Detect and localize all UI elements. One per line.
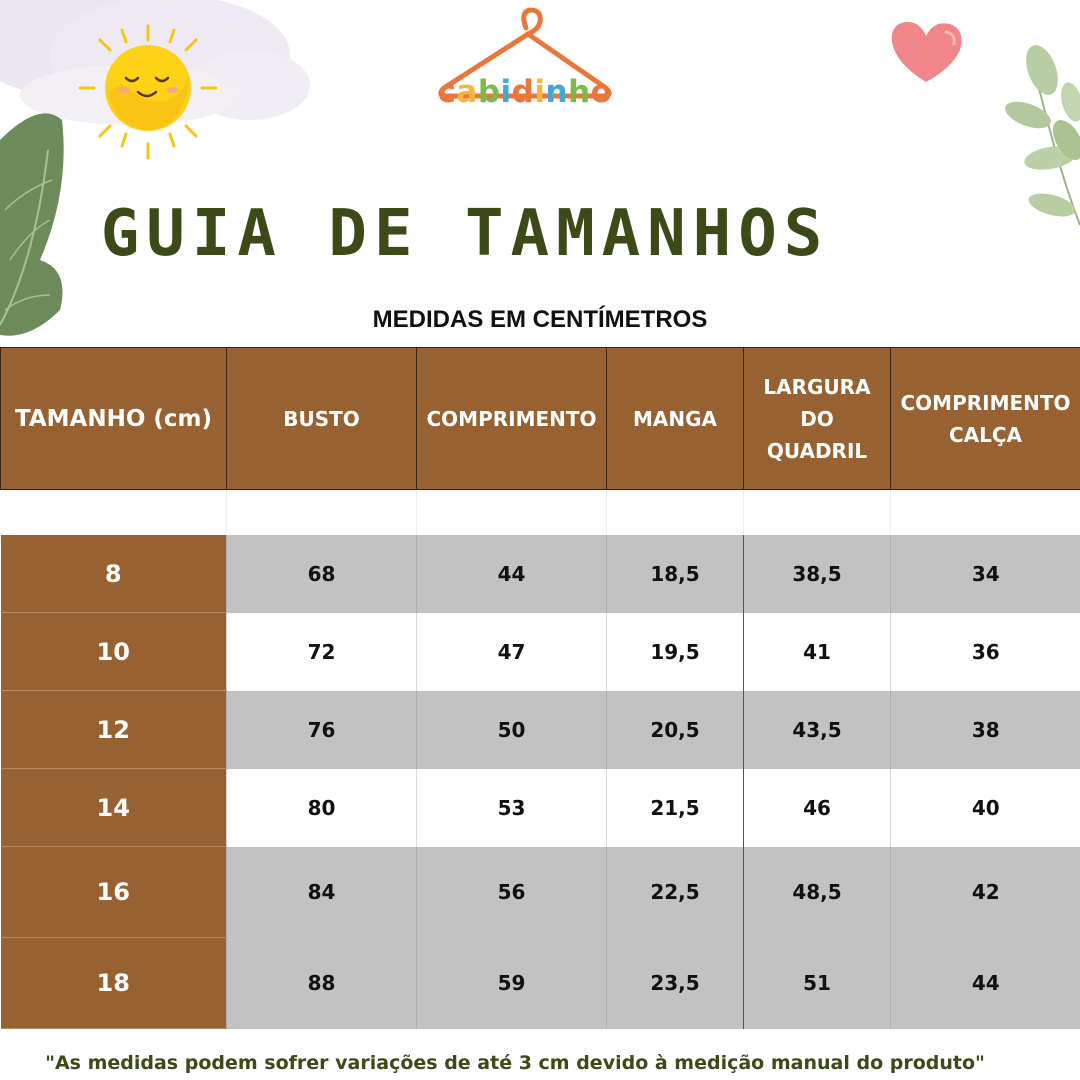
- table-row: 12 76 50 20,5 43,5 38: [0, 690, 1080, 769]
- sun-face-icon: [78, 24, 218, 160]
- table-row: 14 80 53 21,5 46 40: [0, 768, 1080, 847]
- measure-cell-busto: 68: [226, 534, 417, 613]
- measure-cell-calca: 38: [890, 690, 1080, 769]
- measure-cell-quadril: 38,5: [743, 534, 891, 613]
- size-cell: 8: [0, 534, 227, 613]
- measure-cell-comprimento: 47: [416, 612, 607, 691]
- brand-letter: d: [511, 74, 535, 110]
- measure-cell-quadril: 48,5: [743, 846, 891, 938]
- brand-letter: c: [437, 74, 457, 110]
- column-header-quadril: LARGURA DO QUADRIL: [743, 347, 891, 490]
- column-header-label: COMPRIMENTO: [900, 390, 1071, 415]
- measure-cell-manga: 19,5: [606, 612, 744, 691]
- leaf-left-decoration: [0, 113, 64, 336]
- measure-cell-comprimento: 56: [416, 846, 607, 938]
- footer-note: "As medidas podem sofrer variações de at…: [45, 1052, 985, 1074]
- measure-cell-manga: 18,5: [606, 534, 744, 613]
- hanger-icon: [438, 7, 612, 99]
- table-row: 18 88 59 23,5 51 44: [0, 937, 1080, 1029]
- column-header-size: TAMANHO (cm): [0, 347, 227, 490]
- table-row: 16 84 56 22,5 48,5 42: [0, 846, 1080, 938]
- column-header-manga: MANGA: [606, 347, 744, 490]
- brand-letter: o: [590, 74, 613, 110]
- column-header-calca: COMPRIMENTO CALÇA: [890, 347, 1080, 490]
- spacer-cell: [606, 489, 744, 535]
- column-header-label: COMPRIMENTO: [426, 406, 597, 431]
- table-spacer-row: [0, 489, 1080, 535]
- size-cell: 16: [0, 846, 227, 938]
- spacer-cell: [226, 489, 417, 535]
- column-header-label: MANGA: [632, 406, 717, 431]
- spacer-cell: [416, 489, 607, 535]
- leaf-right-decoration: [1005, 45, 1080, 226]
- page-title: GUIA DE TAMANHOS: [100, 197, 830, 271]
- measure-cell-calca: 36: [890, 612, 1080, 691]
- column-header-label: QUADRIL: [766, 438, 868, 463]
- measure-cell-calca: 34: [890, 534, 1080, 613]
- brand-letter: n: [545, 74, 569, 110]
- page-subtitle: MEDIDAS EM CENTÍMETROS: [372, 306, 708, 333]
- column-header-comprimento: COMPRIMENTO: [416, 347, 607, 490]
- measure-cell-comprimento: 44: [416, 534, 607, 613]
- column-header-label: BUSTO: [283, 406, 360, 431]
- spacer-cell: [743, 489, 891, 535]
- brand-letter: i: [534, 74, 546, 110]
- measure-cell-calca: 42: [890, 846, 1080, 938]
- measure-cell-busto: 84: [226, 846, 417, 938]
- column-header-label: LARGURA: [763, 374, 871, 399]
- brand-name: cabidinho: [430, 74, 620, 110]
- brand-letter: b: [477, 74, 501, 110]
- brand-letter: a: [456, 74, 478, 110]
- brand-logo: cabidinho: [430, 4, 620, 116]
- column-header-label: CALÇA: [948, 422, 1023, 447]
- heart-icon: [891, 21, 962, 82]
- spacer-cell: [890, 489, 1080, 535]
- measure-cell-busto: 76: [226, 690, 417, 769]
- measure-cell-manga: 21,5: [606, 768, 744, 847]
- size-cell: 10: [0, 612, 227, 691]
- size-cell: 14: [0, 768, 227, 847]
- measure-cell-quadril: 46: [743, 768, 891, 847]
- measure-cell-manga: 22,5: [606, 846, 744, 938]
- column-header-label: TAMANHO (cm): [14, 405, 213, 432]
- brand-letter: h: [568, 74, 591, 110]
- size-cell: 12: [0, 690, 227, 769]
- measure-cell-manga: 23,5: [606, 937, 744, 1029]
- spacer-cell: [0, 489, 227, 535]
- size-table: TAMANHO (cm) BUSTO COMPRIMENTO MANGA LARGURA…: [0, 347, 1080, 1029]
- measure-cell-busto: 88: [226, 937, 417, 1029]
- brand-letter: i: [500, 74, 512, 110]
- measure-cell-quadril: 43,5: [743, 690, 891, 769]
- size-cell: 18: [0, 937, 227, 1029]
- measure-cell-busto: 72: [226, 612, 417, 691]
- table-row: 8 68 44 18,5 38,5 34: [0, 534, 1080, 613]
- measure-cell-manga: 20,5: [606, 690, 744, 769]
- table-header-row: TAMANHO (cm) BUSTO COMPRIMENTO MANGA LARGURA…: [0, 347, 1080, 490]
- measure-cell-quadril: 51: [743, 937, 891, 1029]
- measure-cell-quadril: 41: [743, 612, 891, 691]
- column-header-busto: BUSTO: [226, 347, 417, 490]
- measure-cell-comprimento: 50: [416, 690, 607, 769]
- measure-cell-comprimento: 59: [416, 937, 607, 1029]
- measure-cell-comprimento: 53: [416, 768, 607, 847]
- measure-cell-calca: 44: [890, 937, 1080, 1029]
- column-header-label: DO: [800, 406, 834, 431]
- measure-cell-busto: 80: [226, 768, 417, 847]
- measure-cell-calca: 40: [890, 768, 1080, 847]
- table-row: 10 72 47 19,5 41 36: [0, 612, 1080, 691]
